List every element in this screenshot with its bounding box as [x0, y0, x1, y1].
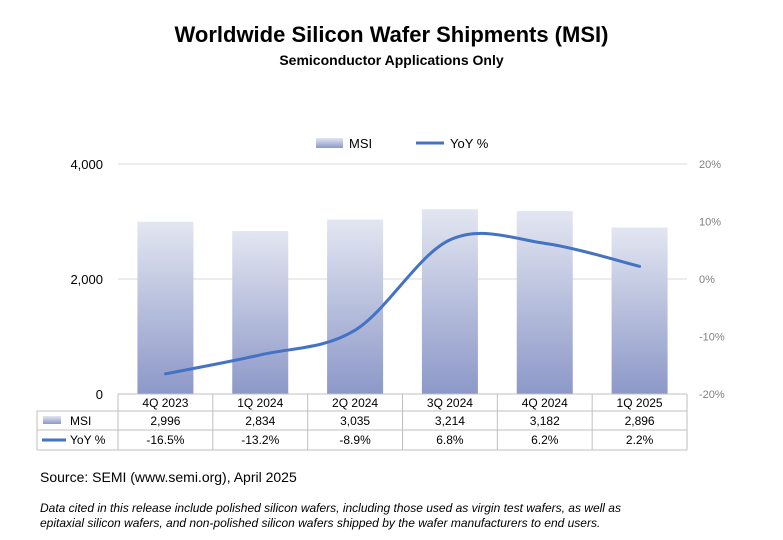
bar [232, 231, 289, 394]
yoy-value-label: -16.5% [146, 433, 184, 447]
msi-value-label: 2,834 [245, 414, 275, 428]
gridlines [118, 163, 687, 395]
yoy-value-label: 6.2% [531, 433, 559, 447]
category-label: 4Q 2024 [522, 396, 568, 410]
left-tick-label: 0 [96, 387, 103, 402]
msi-value-label: 3,214 [435, 414, 465, 428]
left-axis: 0 2,000 4,000 [70, 157, 103, 402]
yoy-value-label: -8.9% [339, 433, 371, 447]
chart-title: Worldwide Silicon Wafer Shipments (MSI) [174, 22, 609, 47]
msi-value-label: 2,896 [625, 414, 655, 428]
bar [327, 219, 384, 394]
yoy-line [163, 231, 642, 376]
data-table: 4Q 2023 1Q 2024 2Q 2024 3Q 2024 4Q 2024 1Q 20… [36, 393, 688, 451]
category-label: 4Q 2023 [142, 396, 188, 410]
right-axis: 20% 10% 0% -10% -20% [699, 159, 725, 401]
legend-label-msi: MSI [349, 136, 372, 151]
legend-swatch-msi [316, 138, 343, 148]
legend-label-yoy: YoY % [450, 136, 489, 151]
left-tick-label: 4,000 [70, 157, 103, 172]
bar-series [137, 209, 668, 394]
yoy-value-label: -13.2% [241, 433, 279, 447]
yoy-value-label: 2.2% [626, 433, 654, 447]
table-swatch-msi [43, 416, 61, 424]
right-tick-label: 0% [699, 274, 715, 286]
right-tick-label: 10% [699, 217, 721, 229]
msi-value-label: 3,182 [530, 414, 560, 428]
bar [137, 221, 194, 394]
legend: MSI YoY % [316, 136, 489, 151]
table-row-label-msi: MSI [70, 414, 91, 428]
source-note: Source: SEMI (www.semi.org), April 2025 [40, 469, 297, 485]
category-label: 1Q 2024 [237, 396, 283, 410]
line-series [163, 231, 642, 376]
msi-value-label: 2,996 [150, 414, 180, 428]
right-tick-label: -20% [699, 389, 725, 401]
bar [516, 211, 573, 394]
bar [611, 227, 668, 394]
bar [421, 209, 478, 394]
chart-subtitle: Semiconductor Applications Only [279, 52, 504, 68]
right-tick-label: -10% [699, 332, 725, 344]
right-tick-label: 20% [699, 159, 721, 171]
msi-value-label: 3,035 [340, 414, 370, 428]
footnote: Data cited in this release include polis… [40, 501, 621, 530]
yoy-value-label: 6.8% [436, 433, 464, 447]
category-label: 1Q 2025 [617, 396, 663, 410]
category-label: 3Q 2024 [427, 396, 473, 410]
left-tick-label: 2,000 [70, 272, 103, 287]
table-row-label-yoy: YoY % [70, 433, 106, 447]
category-label: 2Q 2024 [332, 396, 378, 410]
